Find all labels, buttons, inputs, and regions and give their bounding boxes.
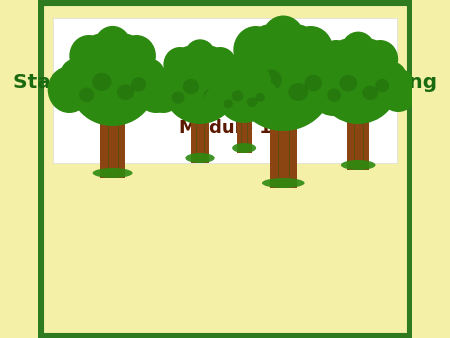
- Ellipse shape: [378, 69, 418, 112]
- Bar: [347, 112, 369, 170]
- Ellipse shape: [131, 77, 146, 92]
- Ellipse shape: [218, 73, 255, 113]
- Ellipse shape: [234, 26, 278, 74]
- Ellipse shape: [224, 99, 233, 108]
- Ellipse shape: [212, 81, 231, 104]
- Text: Statistics applied to forest modelling: Statistics applied to forest modelling: [13, 73, 437, 93]
- Ellipse shape: [332, 39, 360, 70]
- Bar: [191, 113, 209, 163]
- Ellipse shape: [288, 83, 308, 101]
- Ellipse shape: [134, 66, 178, 113]
- Ellipse shape: [260, 70, 282, 91]
- Text: Module 1: Module 1: [179, 119, 271, 137]
- Ellipse shape: [185, 153, 215, 163]
- Ellipse shape: [227, 66, 246, 87]
- Ellipse shape: [231, 90, 243, 101]
- Ellipse shape: [243, 66, 261, 87]
- Ellipse shape: [307, 53, 344, 95]
- Ellipse shape: [163, 54, 237, 124]
- Ellipse shape: [217, 67, 245, 98]
- Ellipse shape: [48, 66, 91, 113]
- Ellipse shape: [217, 72, 271, 123]
- Ellipse shape: [85, 34, 115, 68]
- Ellipse shape: [198, 46, 224, 74]
- Ellipse shape: [176, 46, 202, 74]
- Ellipse shape: [69, 35, 108, 77]
- Ellipse shape: [244, 87, 262, 103]
- Ellipse shape: [247, 67, 271, 93]
- Ellipse shape: [222, 53, 260, 95]
- Ellipse shape: [257, 86, 284, 115]
- Ellipse shape: [251, 24, 286, 64]
- Ellipse shape: [232, 143, 256, 153]
- Ellipse shape: [362, 40, 398, 78]
- Ellipse shape: [59, 58, 92, 95]
- Ellipse shape: [233, 62, 256, 86]
- Ellipse shape: [208, 62, 258, 116]
- Ellipse shape: [163, 47, 196, 82]
- Ellipse shape: [69, 43, 156, 126]
- Ellipse shape: [145, 73, 182, 113]
- Ellipse shape: [247, 97, 257, 107]
- Ellipse shape: [233, 35, 333, 131]
- Ellipse shape: [377, 62, 407, 95]
- Ellipse shape: [79, 88, 94, 102]
- Ellipse shape: [216, 82, 229, 95]
- Ellipse shape: [204, 86, 231, 115]
- Ellipse shape: [204, 89, 218, 102]
- Ellipse shape: [183, 79, 199, 94]
- Ellipse shape: [281, 24, 316, 64]
- Ellipse shape: [93, 168, 133, 178]
- Ellipse shape: [94, 26, 131, 65]
- Ellipse shape: [305, 75, 322, 91]
- Ellipse shape: [318, 40, 354, 78]
- Ellipse shape: [184, 39, 216, 72]
- Ellipse shape: [298, 69, 338, 112]
- Ellipse shape: [309, 62, 339, 95]
- Ellipse shape: [341, 160, 375, 170]
- Ellipse shape: [117, 84, 134, 100]
- Bar: [270, 116, 297, 188]
- Ellipse shape: [318, 47, 398, 124]
- Ellipse shape: [288, 26, 333, 74]
- Ellipse shape: [262, 16, 305, 61]
- Ellipse shape: [308, 62, 358, 116]
- Ellipse shape: [327, 89, 341, 102]
- Ellipse shape: [257, 81, 277, 104]
- Ellipse shape: [217, 67, 242, 93]
- Ellipse shape: [133, 58, 166, 95]
- Ellipse shape: [341, 31, 375, 68]
- Bar: [100, 113, 125, 178]
- Ellipse shape: [117, 35, 156, 77]
- FancyBboxPatch shape: [53, 18, 397, 163]
- Ellipse shape: [171, 92, 184, 104]
- Bar: [237, 115, 252, 153]
- Ellipse shape: [204, 47, 237, 82]
- Ellipse shape: [256, 93, 265, 102]
- Ellipse shape: [110, 34, 141, 68]
- Ellipse shape: [155, 67, 183, 98]
- Ellipse shape: [339, 75, 357, 92]
- Ellipse shape: [92, 73, 112, 91]
- Ellipse shape: [356, 39, 384, 70]
- Ellipse shape: [375, 79, 389, 92]
- Ellipse shape: [262, 178, 305, 188]
- Ellipse shape: [362, 86, 378, 100]
